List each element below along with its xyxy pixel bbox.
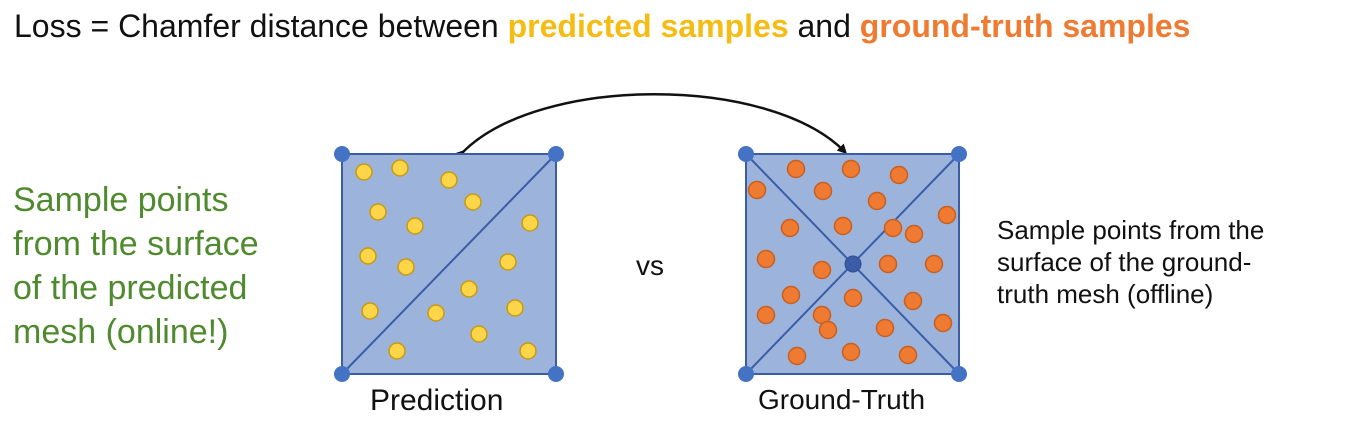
ground-truth-sample-point (756, 305, 776, 325)
right-annotation: Sample points from the surface of the gr… (997, 214, 1264, 310)
ground-truth-sample-point (787, 346, 807, 366)
page-title: Loss = Chamfer distance between predicte… (14, 8, 1190, 45)
ground-truth-sample-point (933, 313, 953, 333)
predicted-sample-point (361, 302, 379, 320)
mesh-vertex (548, 146, 564, 162)
ground-truth-sample-point (786, 159, 806, 179)
ground-truth-sample-point (756, 249, 776, 269)
ground-truth-sample-point (812, 260, 832, 280)
ground-truth-sample-point (818, 320, 838, 340)
mesh-vertex (334, 366, 350, 382)
predicted-sample-point (470, 325, 488, 343)
vs-label: vs (636, 250, 664, 281)
mesh-vertex (548, 366, 564, 382)
ground-truth-sample-point (878, 254, 898, 274)
ground-truth-sample-point (883, 218, 903, 238)
prediction-label: Prediction (370, 384, 504, 417)
predicted-sample-point (359, 247, 377, 265)
ground-truth-sample-point (924, 254, 944, 274)
mesh-vertex (738, 146, 754, 162)
predicted-sample-point (521, 214, 539, 232)
ground-truth-sample-point (903, 291, 923, 311)
comparison-arrow (454, 93, 848, 161)
left-annotation-line: of the predicted (13, 269, 248, 307)
predicted-sample-point (388, 342, 406, 360)
ground-truth-sample-point (875, 318, 895, 338)
predicted-sample-point (355, 163, 373, 181)
predicted-sample-point (427, 304, 445, 322)
right-annotation-line: Sample points from the (997, 215, 1265, 245)
predicted-sample-point (506, 299, 524, 317)
prediction-mesh-diagonal-edge (341, 153, 557, 375)
ground-truth-sample-point (898, 345, 918, 365)
ground-truth-sample-point (781, 285, 801, 305)
mesh-vertex (738, 366, 754, 382)
title-ground-truth-samples: ground-truth samples (859, 8, 1191, 44)
predicted-sample-point (406, 217, 424, 235)
right-annotation-line: truth mesh (offline) (997, 279, 1214, 309)
ground-truth-sample-point (843, 288, 863, 308)
right-annotation-line: surface of the ground- (997, 247, 1252, 277)
prediction-mesh (334, 146, 564, 382)
ground-truth-sample-point (867, 191, 887, 211)
predicted-sample-point (499, 253, 517, 271)
mesh-center-vertex (844, 255, 862, 273)
predicted-sample-point (391, 159, 409, 177)
left-annotation-line: from the surface (13, 225, 259, 263)
mesh-vertex (334, 146, 350, 162)
ground-truth-sample-point (889, 165, 909, 185)
ground-truth-sample-points (747, 159, 957, 366)
ground-truth-sample-point (904, 224, 924, 244)
ground-truth-sample-point (813, 181, 833, 201)
ground-truth-sample-point (841, 342, 861, 362)
ground-truth-sample-point (833, 216, 853, 236)
left-annotation: Sample points from the surface of the pr… (13, 178, 259, 354)
ground-truth-sample-point (937, 205, 957, 225)
predicted-sample-point (464, 193, 482, 211)
title-predicted-samples: predicted samples (507, 8, 789, 44)
ground-truth-sample-point (841, 159, 861, 179)
ground-truth-sample-point (780, 218, 800, 238)
predicted-sample-point (460, 280, 478, 298)
left-annotation-line: mesh (online!) (13, 313, 229, 351)
predicted-sample-point (397, 258, 415, 276)
predicted-sample-point (519, 342, 537, 360)
ground-truth-mesh (738, 146, 967, 382)
predicted-sample-point (440, 171, 458, 189)
predicted-sample-points (355, 159, 539, 360)
mesh-vertex (951, 146, 967, 162)
mesh-vertex (951, 366, 967, 382)
title-middle: and (788, 8, 860, 44)
ground-truth-label: Ground-Truth (758, 384, 926, 415)
left-annotation-line: Sample points (13, 181, 229, 219)
ground-truth-sample-point (747, 180, 767, 200)
title-prefix: Loss = Chamfer distance between (14, 8, 508, 44)
predicted-sample-point (369, 203, 387, 221)
